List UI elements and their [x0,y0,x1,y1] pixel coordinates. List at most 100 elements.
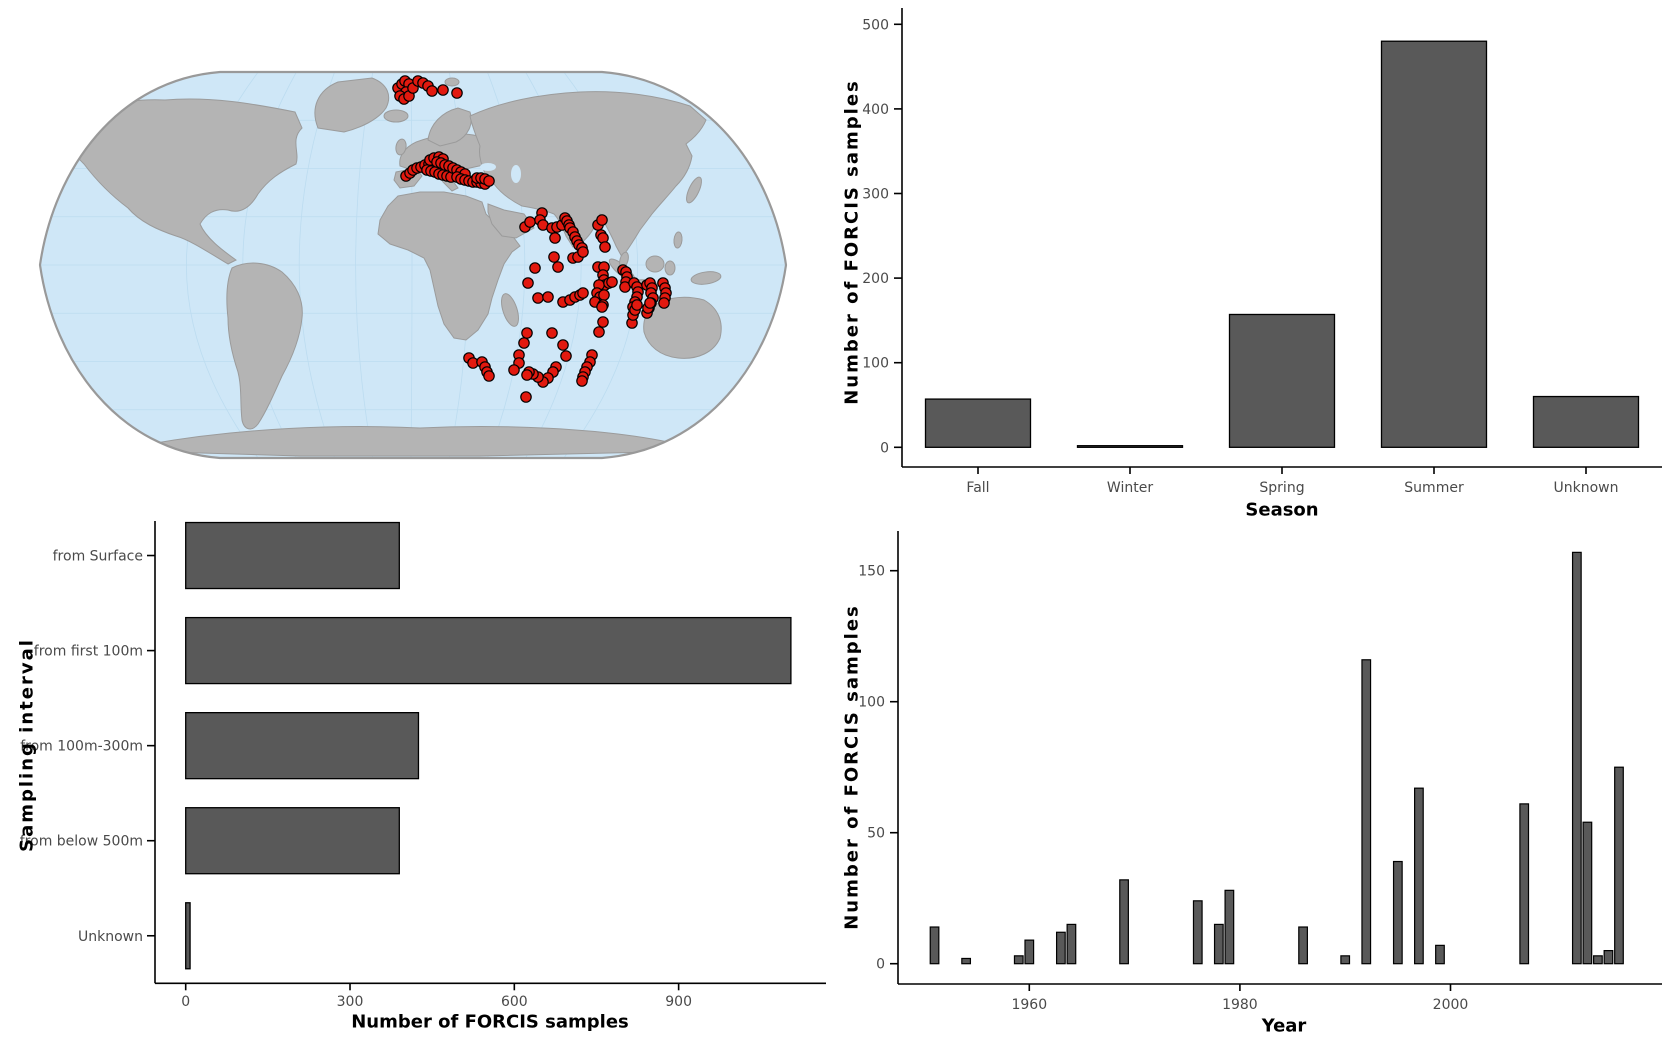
bar-1995 [1392,860,1403,965]
sample-dot [576,375,588,387]
season-y-axis-title: Number of FORCIS samples [841,79,863,405]
x-tick-label: 2000 [1433,997,1469,1013]
bar-2007 [1519,803,1530,965]
sample-dot [548,251,560,263]
south-america [226,262,303,430]
x-tick-label: Unknown [1554,480,1619,496]
year-bars-group [929,551,1624,965]
bar-1990 [1340,955,1351,965]
sample-dot [521,369,533,381]
y-tick-label: 500 [862,17,889,33]
sample-dot [557,339,569,351]
bar-winter [1076,445,1184,448]
bar-1964 [1066,923,1077,965]
map-dots-group [392,75,672,403]
caspian-sea [511,165,521,183]
bar-1999 [1435,944,1445,965]
island-madagascar [501,293,519,327]
bar-summer [1380,40,1488,448]
bar-1992 [1361,659,1372,965]
y-tick-label: Unknown [78,929,143,945]
bar-1997 [1414,787,1424,965]
sample-dot [426,85,438,97]
year-x-axis-title: Year [1261,1015,1307,1037]
bar-1978 [1213,923,1224,965]
sample-dot [577,287,589,299]
sample-dot [529,262,541,274]
x-tick-label: Spring [1259,480,1304,496]
north-america [64,98,303,265]
island-new-guinea [690,271,722,285]
scandinavia [427,107,472,147]
season-chart: 0 100 200 300 400 500 Fall Winter Spring Summer Un… [862,8,1662,496]
bar-unknown [1532,395,1640,448]
black-sea [480,163,496,171]
sampling-x-ticks: 0 300 600 900 [181,983,692,1010]
season-bars-group [924,40,1640,448]
sample-dot [524,216,536,228]
sampling-x-axis-title: Number of FORCIS samples [351,1011,629,1033]
sample-dot [593,326,605,338]
bar-unknown [185,902,191,970]
y-tick-label: from first 100m [34,644,143,660]
bar-1954 [961,957,972,965]
antarctica [148,426,670,457]
bar-spring [1228,313,1336,448]
sample-dot [522,277,534,289]
y-tick-label: 300 [862,187,889,203]
sample-dot [483,175,495,187]
bar-from-surface [185,521,400,590]
x-tick-label: 1960 [1011,997,1047,1013]
bar-2015 [1603,949,1614,965]
sample-dot [520,391,532,403]
sample-dot [552,261,564,273]
bar-from-100m-300m [185,712,420,780]
bar-from-first-100m [185,616,792,685]
island-borneo [645,255,665,273]
bar-1969 [1119,879,1129,965]
y-tick-label: from Surface [53,549,143,565]
sample-dot [532,292,544,304]
sample-dot [508,364,520,376]
y-tick-label: 100 [858,695,885,711]
sample-dot [560,350,572,362]
bar-1960 [1024,939,1035,965]
asia [469,91,707,258]
bar-2016 [1614,766,1624,965]
y-tick-label: from 100m-300m [20,739,143,755]
x-tick-label: 1980 [1222,997,1258,1013]
bar-1986 [1298,926,1308,965]
sample-dot [644,297,656,309]
sample-dot [546,327,558,339]
world-map [38,70,788,460]
bar-from-below-500m [185,807,400,875]
bar-1959 [1013,955,1024,965]
sample-dot [518,337,530,349]
year-chart: 0 50 100 150 1960 1980 2000 [858,531,1662,1013]
sample-dot [577,246,589,258]
year-y-axis-title: Number of FORCIS samples [841,604,863,930]
sample-dot [658,297,670,309]
y-tick-label: 400 [862,102,889,118]
x-tick-label: 0 [181,994,190,1010]
australia [643,296,722,359]
y-tick-label: 0 [880,440,889,456]
y-tick-label: from below 500m [20,834,143,850]
year-x-ticks: 1960 1980 2000 [1011,984,1468,1013]
sample-dot [521,327,533,339]
x-tick-label: Winter [1107,480,1153,496]
bar-2013 [1582,821,1593,965]
y-tick-label: 100 [862,356,889,372]
season-y-ticks: 0 100 200 300 400 500 [862,17,902,456]
bar-2014 [1593,955,1603,965]
x-tick-label: 600 [501,994,528,1010]
bar-2012 [1571,551,1582,965]
island-japan [686,176,702,204]
greenland [314,77,390,133]
map-outline [38,70,788,460]
x-tick-label: 300 [337,994,364,1010]
africa [377,191,521,341]
sample-dot [597,316,609,328]
sample-dot [596,301,608,313]
